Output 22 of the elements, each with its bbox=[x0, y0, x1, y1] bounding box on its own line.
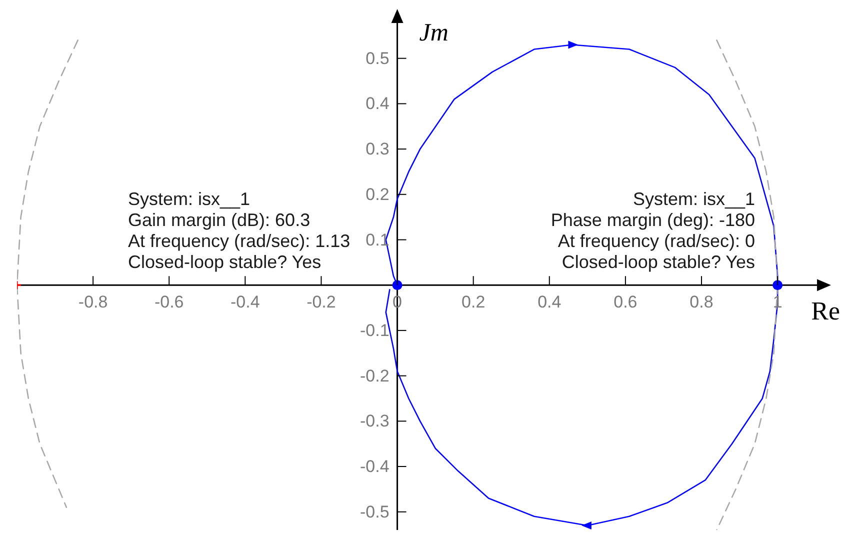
y-axis-title: Jm bbox=[419, 20, 448, 46]
y-tick-label: -0.3 bbox=[360, 412, 390, 431]
x-tick-label: 0.8 bbox=[690, 292, 714, 312]
x-tick-label: -0.4 bbox=[230, 292, 260, 312]
y-tick-label: 0.4 bbox=[366, 94, 390, 114]
x-tick-label: -0.6 bbox=[154, 292, 184, 312]
line-series bbox=[17, 40, 78, 508]
y-tick-label: -0.2 bbox=[360, 366, 390, 386]
x-axis-title: Re bbox=[811, 296, 840, 326]
x-tick-label: 0.2 bbox=[462, 292, 486, 312]
x-tick-label: -0.2 bbox=[306, 292, 336, 312]
annotation: System: isx__1 Gain margin (dB): 60.3 At frequency (rad/sec): 1.13 Closed-loop stable? Yes bbox=[128, 189, 350, 272]
y-tick-label: -0.5 bbox=[360, 502, 390, 522]
y-tick-label: 0.3 bbox=[366, 140, 390, 159]
y-tick-label: -0.1 bbox=[360, 320, 390, 340]
annotation: System: isx__1 Phase margin (deg): -180 At frequency (rad/sec): 0 Closed-loop stable? Yes bbox=[550, 189, 755, 272]
y-tick-label: -0.4 bbox=[360, 457, 390, 476]
y-tick-label: 0.2 bbox=[366, 184, 390, 204]
x-tick-label: 0.6 bbox=[614, 292, 638, 312]
y-tick-label: 0.5 bbox=[366, 48, 390, 68]
x-tick-label: -0.8 bbox=[78, 292, 108, 312]
x-tick-label: 0.4 bbox=[538, 292, 562, 312]
